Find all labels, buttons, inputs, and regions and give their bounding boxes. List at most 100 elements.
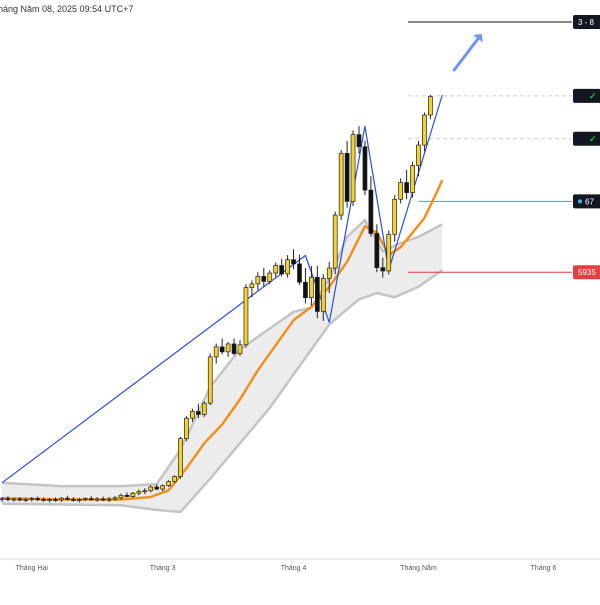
candle-body (237, 344, 243, 354)
candle-body (362, 146, 368, 191)
badge-label: ✓ (589, 134, 597, 144)
candle-body (196, 411, 201, 415)
candle-body (178, 438, 183, 477)
candle-body (0, 498, 5, 501)
candle-61 (362, 140, 368, 196)
candle-body (428, 96, 433, 116)
candle-20 (118, 493, 124, 500)
ma-layer (1, 179, 444, 501)
candle-64 (380, 257, 386, 278)
candle-body (273, 265, 279, 274)
candle-49 (291, 249, 296, 270)
candle-52 (309, 265, 314, 306)
badge-box (573, 131, 600, 146)
candle-body (344, 153, 350, 202)
candle-body (94, 498, 100, 501)
candle-body (184, 417, 189, 439)
candle-body (261, 276, 267, 282)
candle-51 (303, 268, 308, 304)
candle-body (410, 165, 415, 193)
candle-69 (410, 161, 415, 198)
candle-body (398, 182, 403, 200)
candle-body (106, 498, 112, 501)
candle-body (65, 497, 70, 500)
candle-body (279, 265, 284, 275)
ma-line (1, 179, 444, 501)
candle-57 (338, 150, 344, 221)
candle-12 (71, 496, 76, 502)
x-tick-label: Tháng Năm (400, 565, 437, 572)
candle-62 (368, 176, 374, 237)
candle-48 (285, 255, 290, 278)
candle-body (23, 499, 29, 501)
level-badge-2: ✓ (573, 131, 600, 146)
candles-layer (0, 95, 433, 503)
candle-72 (428, 95, 433, 120)
candle-50 (297, 254, 302, 285)
level-badge-3: 67 (573, 194, 600, 209)
level-badge-0: 3 - 8 (573, 15, 600, 30)
candle-body (41, 499, 47, 501)
candle-16 (94, 496, 100, 502)
candle-40 (237, 340, 243, 357)
candle-body (136, 491, 142, 494)
candle-body (332, 214, 338, 269)
badge-label: 67 (585, 197, 594, 206)
candle-body (350, 134, 356, 202)
candle-11 (65, 495, 70, 501)
candle-7 (41, 497, 47, 502)
candle-body (416, 144, 421, 166)
candle-28 (166, 480, 171, 487)
candle-body (53, 499, 58, 501)
badge-label: 3 - 8 (578, 18, 595, 27)
candle-body (88, 498, 94, 501)
candle-63 (374, 224, 380, 273)
candle-body (309, 276, 314, 299)
candle-71 (422, 112, 427, 152)
candle-body (118, 494, 124, 499)
candle-25 (148, 485, 154, 493)
candle-44 (261, 268, 267, 287)
candle-32 (190, 408, 195, 422)
candle-body (124, 494, 130, 497)
candle-2 (11, 497, 17, 502)
candle-37 (219, 338, 225, 355)
candle-36 (213, 343, 219, 364)
arrow-shaft (452, 37, 480, 72)
level-badge-1: ✓ (573, 88, 600, 103)
candle-45 (267, 270, 273, 285)
candle-body (76, 499, 82, 501)
candle-body (392, 198, 398, 235)
candle-34 (201, 401, 207, 417)
candle-body (303, 281, 308, 299)
candle-59 (350, 130, 356, 206)
candle-body (11, 498, 17, 501)
candle-55 (326, 261, 332, 294)
candle-35 (207, 353, 213, 406)
band-fill (2, 220, 443, 512)
price-badges: 3 - 8 ✓ ✓ 67 5935 (573, 15, 600, 280)
candle-29 (172, 475, 177, 483)
badge-box (573, 88, 600, 103)
x-tick-label: Tháng Hai (16, 565, 49, 572)
candle-body (267, 272, 273, 282)
candle-body (172, 476, 177, 482)
badge-label: ✓ (589, 91, 597, 101)
candle-body (320, 278, 326, 312)
candle-body (285, 259, 290, 275)
candle-46 (273, 262, 279, 278)
candle-5 (29, 496, 35, 502)
trend-line-0 (1, 94, 443, 484)
candle-body (225, 343, 231, 353)
candle-14 (82, 497, 88, 502)
candle-6 (35, 496, 41, 502)
candle-body (243, 287, 249, 346)
candle-54 (320, 274, 326, 322)
candle-68 (404, 170, 409, 200)
candle-67 (398, 178, 403, 204)
header-date: háng Năm 08, 2025 09:54 UTC+7 (0, 4, 133, 14)
candle-21 (124, 492, 130, 498)
